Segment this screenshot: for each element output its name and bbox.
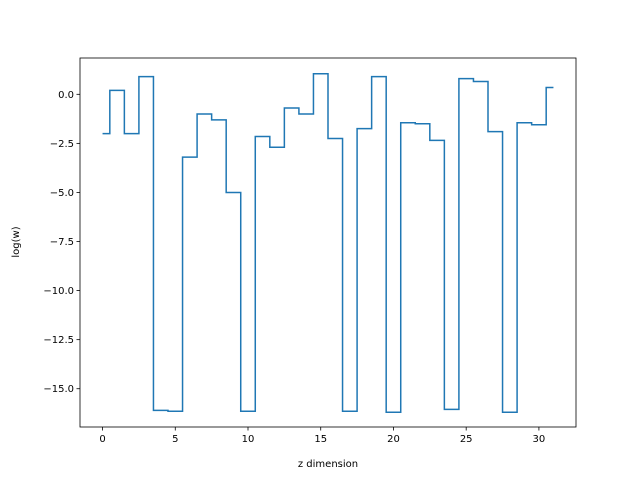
x-tick-label: 10 — [242, 434, 255, 445]
y-axis-ticks: 0.0 −2.5 −5.0 −7.5 −10.0 −12.5 −15.0 — [43, 90, 80, 395]
x-tick-label: 15 — [314, 434, 327, 445]
x-tick-label: 30 — [533, 434, 546, 445]
x-axis-ticks: 0 5 10 15 20 25 30 — [99, 427, 545, 445]
y-tick-label: −2.5 — [50, 139, 74, 150]
x-tick-label: 5 — [172, 434, 178, 445]
y-tick-label: −5.0 — [50, 188, 74, 199]
plot-area — [102, 72, 554, 414]
y-tick-label: −12.5 — [43, 335, 74, 346]
y-tick-label: −15.0 — [43, 384, 74, 395]
x-tick-label: 25 — [460, 434, 473, 445]
y-tick-label: 0.0 — [58, 90, 74, 101]
x-axis-label: z dimension — [298, 459, 358, 470]
y-tick-label: −7.5 — [50, 237, 74, 248]
series-step-line — [102, 72, 554, 414]
x-tick-label: 20 — [387, 434, 400, 445]
axes-frame — [79, 57, 577, 428]
x-tick-label: 0 — [99, 434, 105, 445]
y-axis-label: log(w) — [11, 226, 22, 257]
y-tick-label: −10.0 — [43, 286, 74, 297]
